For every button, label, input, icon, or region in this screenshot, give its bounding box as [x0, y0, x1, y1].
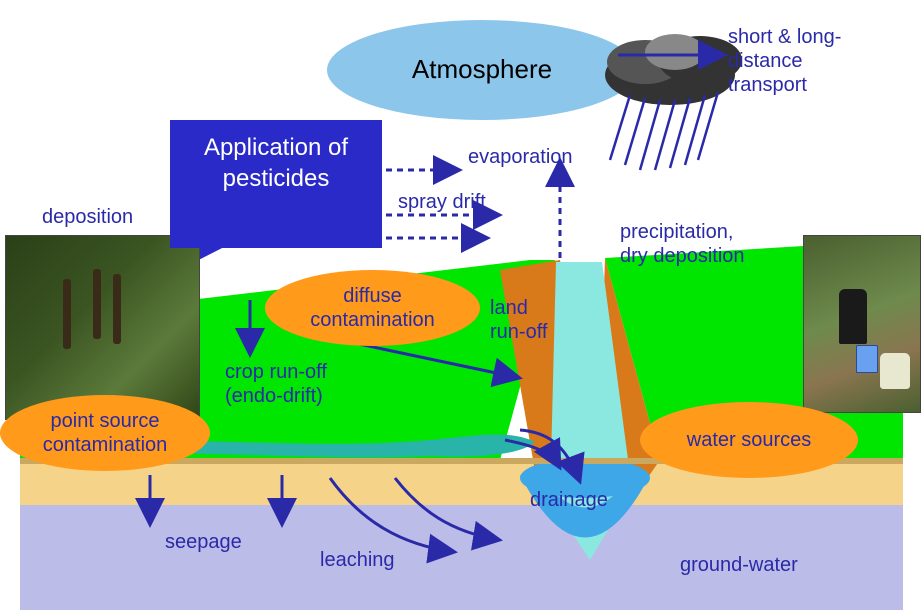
application-box: Application of pesticides: [170, 120, 382, 248]
deposition-label: deposition: [42, 205, 133, 229]
atmosphere-label: Atmosphere: [412, 54, 552, 85]
photo-crop-field: [5, 235, 200, 420]
precipitation-label: precipitation, dry deposition: [620, 220, 745, 268]
water-sources-ellipse: water sources: [640, 402, 858, 478]
groundwater-label: ground-water: [680, 553, 798, 577]
point-source-label: point source contamination: [43, 409, 168, 457]
diffuse-label: diffuse contamination: [310, 284, 435, 332]
photo-water-sampling: [803, 235, 921, 413]
drainage-label: drainage: [530, 488, 608, 512]
water-sources-label: water sources: [687, 428, 812, 452]
point-source-ellipse: point source contamination: [0, 395, 210, 471]
land-runoff-label: land run-off: [490, 296, 547, 344]
evaporation-label: evaporation: [468, 145, 573, 169]
spray-drift-label: spray drift: [398, 190, 486, 214]
crop-runoff-label: crop run-off (endo-drift): [225, 360, 327, 408]
atmosphere-label-box: Atmosphere: [327, 20, 637, 120]
seepage-label: seepage: [165, 530, 242, 554]
diffuse-ellipse: diffuse contamination: [265, 270, 480, 346]
application-label: Application of pesticides: [170, 120, 382, 194]
leaching-label: leaching: [320, 548, 395, 572]
short-long-label: short & long- distance transport: [728, 25, 841, 97]
